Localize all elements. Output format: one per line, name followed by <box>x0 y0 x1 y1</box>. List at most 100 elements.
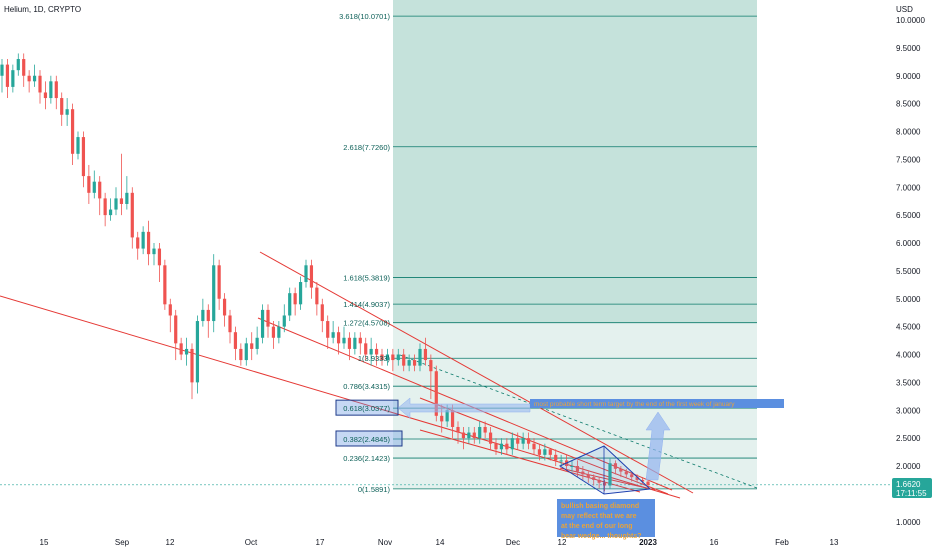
candle-33 <box>179 337 183 361</box>
candle-body-72 <box>391 354 395 361</box>
candle-body-71 <box>385 354 390 361</box>
candle-body-113 <box>613 463 618 469</box>
x-tick-label-9: 2023 <box>639 538 657 547</box>
candle-47 <box>255 326 259 355</box>
diamond-note-line-1: bullish basing diamond <box>561 503 639 510</box>
price-axis[interactable]: USD 10.0000 9.5000 9.0000 8.5000 8.0000 7.500… <box>896 5 925 527</box>
candle-108 <box>586 471 590 483</box>
candle-body-52 <box>282 315 286 327</box>
candle-43 <box>233 326 238 361</box>
candle-body-91 <box>494 443 498 450</box>
candle-body-92 <box>499 443 504 450</box>
x-tick-label-7: Dec <box>506 538 520 547</box>
candle-52 <box>282 304 286 333</box>
candle-24 <box>130 187 134 249</box>
candle-101 <box>548 449 552 461</box>
x-tick-label-12: 13 <box>830 538 839 547</box>
candle-105 <box>570 460 574 472</box>
candle-body-61 <box>331 332 335 338</box>
candle-body-11 <box>60 98 64 115</box>
candle-89 <box>483 421 487 439</box>
candle-59 <box>320 298 324 333</box>
candle-body-84 <box>456 426 460 433</box>
candle-8 <box>43 81 48 110</box>
y-tick-label-8: 6.0000 <box>896 239 921 248</box>
candle-body-100 <box>543 449 547 455</box>
candle-1 <box>5 59 10 99</box>
candle-30 <box>163 259 167 310</box>
y-tick-label-6: 7.0000 <box>896 183 921 192</box>
candle-39 <box>212 254 216 333</box>
candle-117 <box>635 474 639 483</box>
diamond-note[interactable]: bullish basing diamond may reflect that … <box>557 499 655 540</box>
candle-69 <box>374 343 379 366</box>
candle-body-16 <box>87 176 91 193</box>
candle-body-35 <box>190 348 194 383</box>
candle-body-111 <box>602 482 607 486</box>
candle-111 <box>602 479 607 492</box>
candle-body-46 <box>250 343 254 349</box>
candle-body-63 <box>342 337 346 344</box>
candle-106 <box>575 460 580 478</box>
candle-body-118 <box>640 479 645 482</box>
x-tick-label-8: 12 <box>558 538 567 547</box>
candle-4 <box>22 53 26 87</box>
candle-body-108 <box>586 474 590 478</box>
candle-0 <box>0 59 4 93</box>
candle-body-0 <box>0 64 4 76</box>
candle-28 <box>152 243 156 266</box>
candle-97 <box>526 432 531 450</box>
candle-body-31 <box>168 304 172 316</box>
candle-10 <box>54 75 58 110</box>
candle-body-45 <box>244 343 248 361</box>
target-note[interactable]: most probable short term target by the e… <box>530 399 784 408</box>
candle-112 <box>608 457 612 489</box>
candle-17 <box>92 170 96 199</box>
y-tick-label-4: 8.0000 <box>896 128 921 137</box>
chart-title: Helium, 1D, CRYPTO <box>4 5 81 14</box>
candle-body-106 <box>575 466 580 472</box>
candle-80 <box>434 365 438 422</box>
candle-body-27 <box>146 231 151 255</box>
candle-58 <box>315 282 319 316</box>
fib-label-9: 0.236(2.1423) <box>343 454 390 463</box>
candle-100 <box>543 443 547 461</box>
last-price-tag: 1.6620 17:11:55 <box>892 478 932 498</box>
candle-61 <box>331 321 335 344</box>
candle-body-81 <box>440 415 444 422</box>
candle-body-25 <box>136 237 140 249</box>
candle-body-8 <box>43 92 48 99</box>
candle-21 <box>114 187 118 216</box>
candle-2 <box>11 64 15 93</box>
candle-body-48 <box>260 309 265 338</box>
fib-level-lines <box>0 15 890 490</box>
candle-14 <box>76 131 80 160</box>
diamond-note-line-3: at the end of our long <box>561 523 633 530</box>
candle-body-95 <box>516 438 520 444</box>
time-axis[interactable]: 15 Sep 12 Oct 17 Nov 14 Dec 12 2023 16 Feb 13 <box>40 538 839 547</box>
candle-body-17 <box>92 181 96 193</box>
candle-body-9 <box>49 81 53 99</box>
candle-body-56 <box>304 265 308 283</box>
candle-51 <box>277 321 281 344</box>
candle-body-98 <box>532 443 536 450</box>
candle-71 <box>385 348 390 366</box>
candle-116 <box>630 471 634 482</box>
y-tick-label-12: 4.0000 <box>896 351 921 360</box>
y-tick-label-5: 7.5000 <box>896 155 921 164</box>
candle-46 <box>250 332 254 361</box>
basing-diamond-shape <box>558 445 652 495</box>
candle-body-20 <box>108 209 113 216</box>
candle-74 <box>402 348 406 372</box>
candle-55 <box>298 276 303 310</box>
candle-body-51 <box>277 326 281 338</box>
trendline-4 <box>419 429 641 493</box>
candle-body-73 <box>396 354 400 361</box>
candle-body-2 <box>11 70 15 87</box>
candle-body-28 <box>152 248 156 255</box>
candle-body-114 <box>619 468 623 472</box>
candle-body-90 <box>488 432 493 444</box>
candle-94 <box>510 432 514 455</box>
candle-75 <box>407 354 411 372</box>
